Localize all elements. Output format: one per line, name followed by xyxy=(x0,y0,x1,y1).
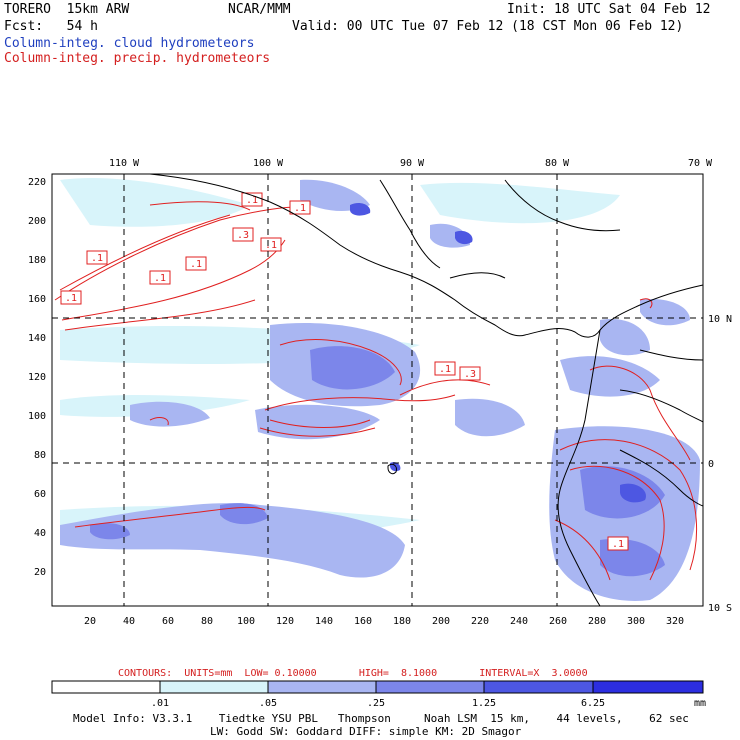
forecast-hour: Fcst: 54 h xyxy=(4,19,98,34)
colorbar-label: 6.25 xyxy=(581,698,605,709)
contour-label: .1 xyxy=(265,240,277,251)
y-tick: 160 xyxy=(28,294,46,305)
contour-label: .1 xyxy=(439,364,451,375)
precip-contours xyxy=(54,201,697,581)
field-cloud-label: Column-integ. cloud hydrometeors xyxy=(4,36,255,51)
lon-label: 70 W xyxy=(688,158,713,169)
model-info-line1: Model Info: V3.3.1 Tiedtke YSU PBL Thomp… xyxy=(73,712,689,725)
contour-label: .1 xyxy=(91,253,103,264)
x-tick: 220 xyxy=(471,616,489,627)
contour-label: .1 xyxy=(294,203,306,214)
y-tick: 220 xyxy=(28,177,46,188)
contour-label: .3 xyxy=(464,369,476,380)
y-tick: 60 xyxy=(34,489,46,500)
org-label: NCAR/MMM xyxy=(228,2,291,17)
x-tick: 320 xyxy=(666,616,684,627)
x-tick: 240 xyxy=(510,616,528,627)
y-tick: 140 xyxy=(28,333,46,344)
y-tick: 200 xyxy=(28,216,46,227)
lon-label: 90 W xyxy=(400,158,425,169)
init-time: Init: 18 UTC Sat 04 Feb 12 xyxy=(507,2,711,17)
y-tick: 100 xyxy=(28,411,46,422)
contour-label: .1 xyxy=(246,195,258,206)
valid-time: Valid: 00 UTC Tue 07 Feb 12 (18 CST Mon … xyxy=(292,19,684,34)
contour-label: .3 xyxy=(237,230,249,241)
field-precip-label: Column-integ. precip. hydrometeors xyxy=(4,51,271,66)
colorbar-label: .05 xyxy=(259,698,277,709)
x-tick: 60 xyxy=(162,616,174,627)
model-title: TORERO 15km ARW xyxy=(4,2,130,17)
y-tick: 180 xyxy=(28,255,46,266)
y-tick: 40 xyxy=(34,528,46,539)
colorbar-label: 1.25 xyxy=(472,698,496,709)
x-tick: 280 xyxy=(588,616,606,627)
contour-info: CONTOURS: UNITS=mm LOW= 0.10000 HIGH= 8.… xyxy=(118,668,588,679)
x-tick: 100 xyxy=(237,616,255,627)
lat-label: 0 xyxy=(708,459,714,470)
contour-label: .1 xyxy=(190,259,202,270)
x-tick: 260 xyxy=(549,616,567,627)
colorbar-unit: mm xyxy=(694,698,706,709)
contour-label: .1 xyxy=(154,273,166,284)
contour-label: .1 xyxy=(612,539,624,550)
plot-frame xyxy=(51,173,704,607)
lon-label: 100 W xyxy=(253,158,284,169)
lat-lon-grid xyxy=(52,174,703,606)
x-tick: 40 xyxy=(123,616,135,627)
coastlines xyxy=(149,173,704,607)
contour-label: .1 xyxy=(65,293,77,304)
lat-label: 10 S xyxy=(708,603,732,614)
cloud-shading xyxy=(60,178,700,601)
y-tick: 120 xyxy=(28,372,46,383)
x-tick: 80 xyxy=(201,616,213,627)
model-info-line2: LW: Godd SW: Goddard DIFF: simple KM: 2D… xyxy=(210,725,522,738)
lon-label: 80 W xyxy=(545,158,570,169)
y-tick: 80 xyxy=(34,450,46,461)
x-tick: 200 xyxy=(432,616,450,627)
colorbar-label: .25 xyxy=(367,698,385,709)
contour-label-boxes: .1 .1 .3 .1 .1 .1 .1 .1 .1 .3 .1 xyxy=(60,192,629,551)
lat-label: 10 N xyxy=(708,314,732,325)
y-tick: 20 xyxy=(34,567,46,578)
colorbar-label: .01 xyxy=(151,698,169,709)
x-tick: 160 xyxy=(354,616,372,627)
x-tick: 140 xyxy=(315,616,333,627)
x-tick: 180 xyxy=(393,616,411,627)
x-tick: 120 xyxy=(276,616,294,627)
lon-label: 110 W xyxy=(109,158,140,169)
colorbar xyxy=(51,680,704,694)
x-tick: 300 xyxy=(627,616,645,627)
x-tick: 20 xyxy=(84,616,96,627)
